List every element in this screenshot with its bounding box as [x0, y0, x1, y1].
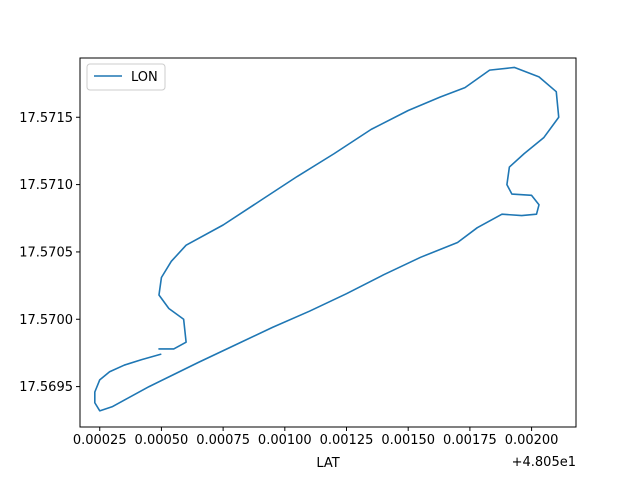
y-tick-label: 17.5695	[19, 380, 73, 395]
x-tick-label: 0.00150	[381, 433, 435, 448]
x-tick-label: 0.00075	[196, 433, 250, 448]
y-axis-ticks: 17.5695 17.5700 17.5705 17.5710 17.5715	[19, 111, 80, 395]
x-tick-label: 0.00200	[505, 433, 559, 448]
y-tick-label: 17.5710	[19, 178, 73, 193]
x-tick-label: 0.00025	[73, 433, 127, 448]
x-tick-label: 0.00100	[258, 433, 312, 448]
y-tick-label: 17.5700	[19, 313, 73, 328]
y-tick-label: 17.5715	[19, 111, 73, 126]
x-offset-label: +4.805e1	[512, 455, 576, 470]
series-layer	[94, 66, 560, 412]
plot-area	[80, 58, 576, 427]
x-tick-label: 0.00050	[135, 433, 189, 448]
plot-frame	[79, 57, 577, 428]
x-axis-label: LAT	[316, 456, 339, 471]
x-tick-label: 0.00175	[443, 433, 497, 448]
x-axis-ticks: 0.00025 0.00050 0.00075 0.00100 0.00125 0.001…	[73, 427, 559, 448]
legend: LON	[86, 63, 166, 91]
legend-label-lon: LON	[131, 70, 158, 85]
series-line-lon	[94, 66, 560, 412]
x-tick-label: 0.00125	[320, 433, 374, 448]
y-tick-label: 17.5705	[19, 245, 73, 260]
legend-box	[86, 63, 166, 91]
